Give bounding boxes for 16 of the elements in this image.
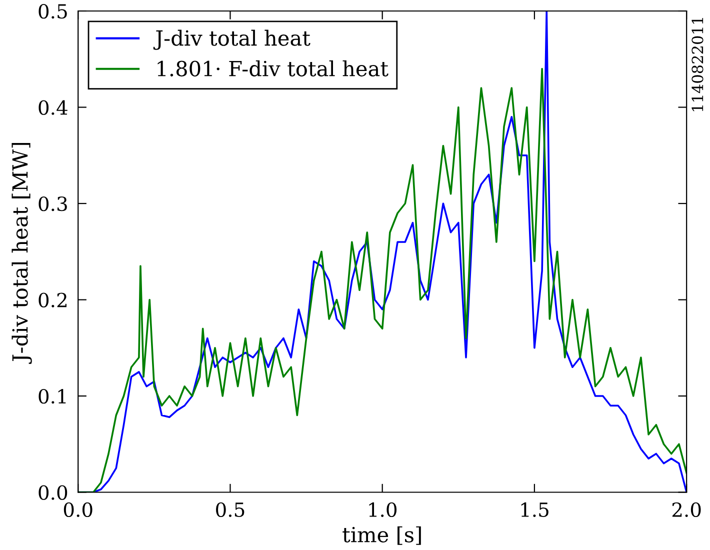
y-tick-label: 0.0 <box>38 485 68 500</box>
y-tick-label: 0.4 <box>38 100 68 115</box>
x-tick-label: 0.0 <box>64 502 92 518</box>
text: 1140822011 <box>692 18 704 112</box>
x-tick-label: 2.0 <box>672 502 701 518</box>
y-tick-label: 0.3 <box>38 196 67 212</box>
y-tick-label: 0.5 <box>38 4 67 19</box>
x-tick-label: 1.0 <box>369 502 397 518</box>
x-tick-label: 1.5 <box>521 502 548 518</box>
legend-label: 1.801· F-div total heat <box>158 60 388 76</box>
x-tick-label: 0.5 <box>216 502 244 518</box>
y-tick-label: 0.2 <box>38 292 66 308</box>
legend-label: J-div total heat <box>153 30 310 50</box>
y-axis-title: J-div total heat [MW] <box>12 142 32 364</box>
y-tick-label: 0.1 <box>38 388 66 404</box>
x-axis-title: time [s] <box>342 526 421 545</box>
